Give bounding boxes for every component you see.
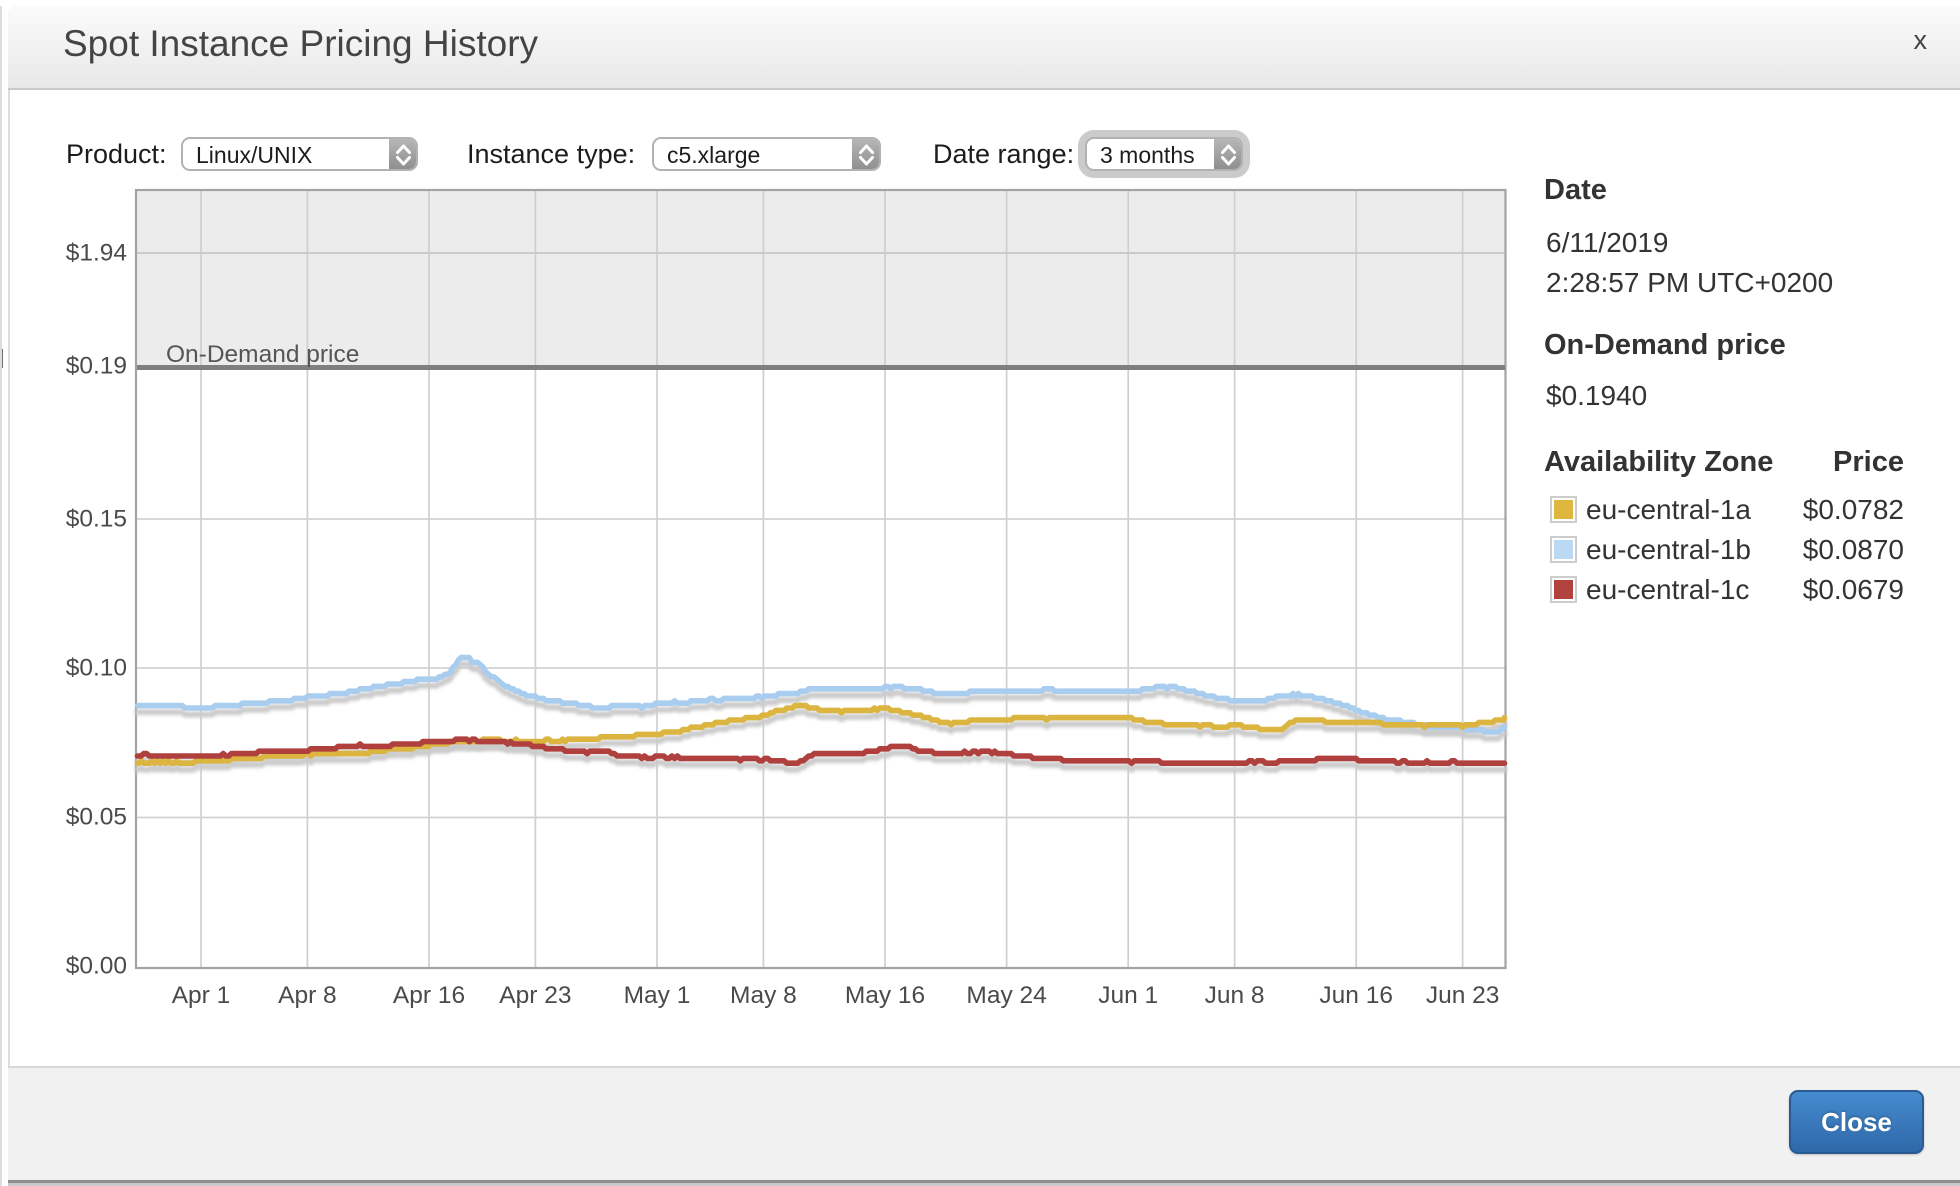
svg-text:Apr 8: Apr 8: [278, 982, 337, 1009]
svg-text:On-Demand price: On-Demand price: [166, 341, 359, 368]
svg-text:$0.19: $0.19: [66, 353, 127, 380]
svg-text:$0.10: $0.10: [66, 655, 127, 682]
svg-text:Jun 8: Jun 8: [1205, 982, 1265, 1009]
svg-text:Apr 1: Apr 1: [172, 982, 231, 1009]
svg-text:May 16: May 16: [845, 982, 925, 1009]
svg-text:May 1: May 1: [624, 982, 691, 1009]
svg-text:$0.05: $0.05: [66, 804, 127, 831]
svg-text:Apr 23: Apr 23: [499, 982, 571, 1009]
svg-text:Jun 23: Jun 23: [1426, 982, 1500, 1009]
svg-text:Jun 1: Jun 1: [1098, 982, 1158, 1009]
svg-text:$0.00: $0.00: [66, 953, 127, 980]
svg-text:$0.15: $0.15: [66, 506, 127, 533]
svg-text:May 24: May 24: [966, 982, 1046, 1009]
svg-text:$1.94: $1.94: [66, 240, 127, 267]
svg-text:May 8: May 8: [730, 982, 797, 1009]
svg-text:Apr 16: Apr 16: [393, 982, 465, 1009]
svg-text:Jun 16: Jun 16: [1319, 982, 1393, 1009]
